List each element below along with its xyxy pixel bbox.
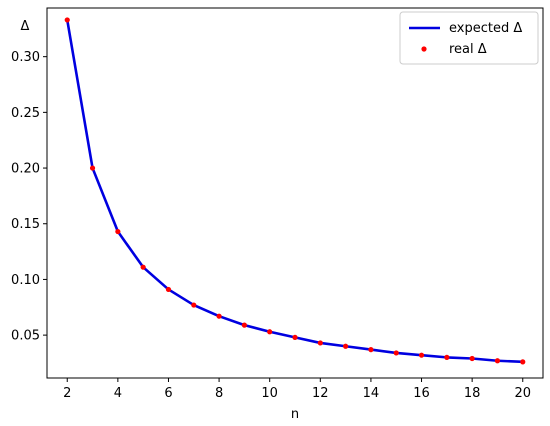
data-point-real [216,313,222,319]
marks-layer [64,17,526,365]
data-point-real [393,350,399,356]
x-tick-label: 12 [312,386,329,401]
plot-frame [46,7,544,379]
x-tick-label: 6 [164,386,172,401]
legend-dot-swatch [421,46,427,52]
data-point-real [418,352,425,358]
data-point-real [165,286,172,293]
data-point-real [469,355,475,362]
series-line-expected [65,18,525,364]
y-tick-label: 0.05 [11,329,40,344]
x-tick-label: 14 [363,386,380,401]
x-tick-label: 2 [63,386,71,401]
legend-label-real: real Δ [449,42,487,57]
x-tick-label: 16 [413,386,430,401]
data-point-real [89,165,96,171]
x-tick-label: 18 [464,386,481,401]
y-axis-label: Δ [21,19,30,34]
x-tick-label: 10 [261,386,278,401]
y-tick-label: 0.10 [11,273,40,288]
y-tick-label: 0.30 [11,50,40,65]
legend-box [399,11,539,65]
y-tick-label: 0.25 [11,106,40,121]
x-tick-label: 4 [114,386,122,401]
legend-label-expected: expected Δ [449,21,522,36]
data-point-real [64,17,70,23]
data-point-real [292,334,298,340]
data-point-real [368,347,374,353]
y-tick-label: 0.15 [11,217,40,232]
x-tick-label: 20 [514,386,531,401]
x-axis-label: n [291,407,299,422]
data-point-real [191,302,197,308]
x-tick-label: 8 [215,386,223,401]
ticks-layer: 2 4 6 8 10 12 14 16 18 20 0.05 0.10 0.15 0.20 0.25 0.30 [11,50,531,401]
data-point-real [317,340,323,346]
data-point-real [267,329,273,335]
data-point-real [140,264,146,270]
y-tick-label: 0.20 [11,162,40,177]
data-point-real [343,343,349,349]
data-point-real [494,358,501,364]
data-point-real [115,228,121,235]
data-point-real [444,354,450,360]
data-point-real [241,322,247,328]
data-point-real [520,359,526,365]
legend: expected Δ real Δ [399,11,539,65]
